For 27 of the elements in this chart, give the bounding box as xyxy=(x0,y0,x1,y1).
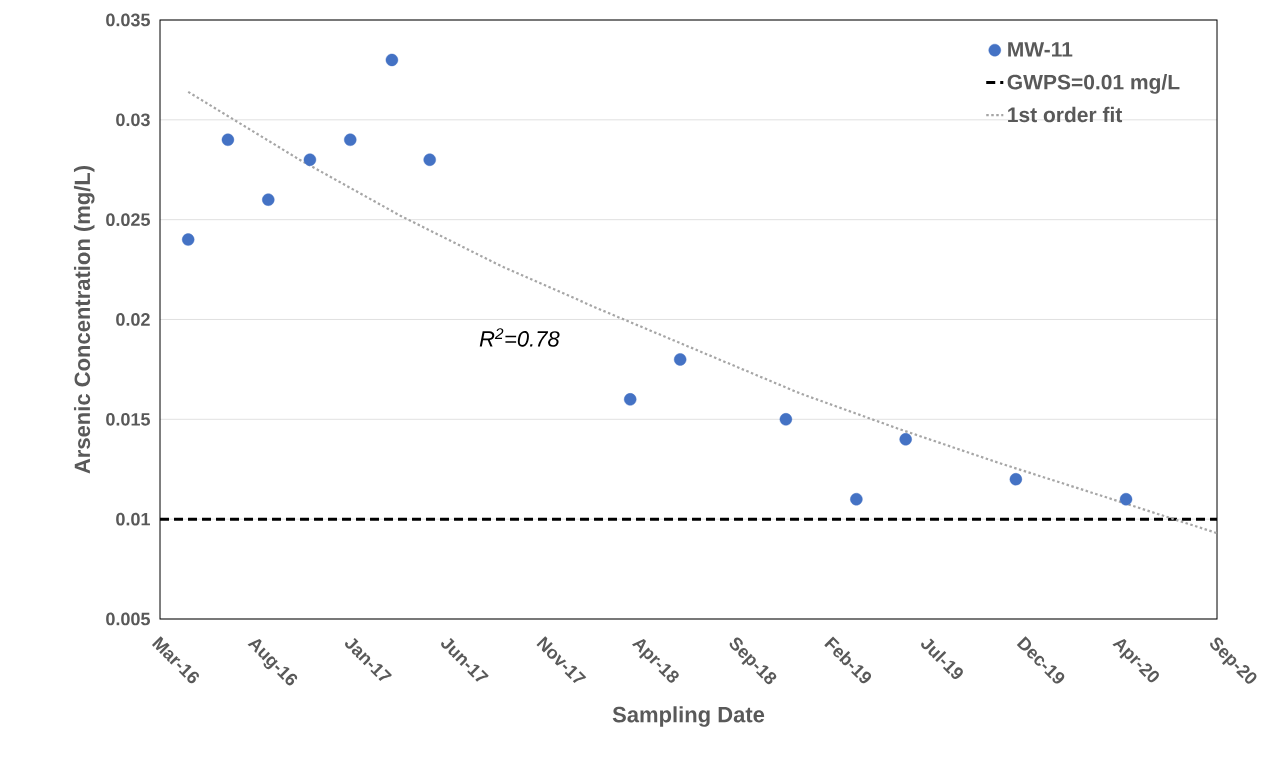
point xyxy=(899,433,912,446)
x-axis-title: Sampling Date xyxy=(612,706,765,727)
point xyxy=(1009,473,1023,486)
y-tick-label: 0.02 xyxy=(116,313,150,326)
annotation: R$^{2}$=0.78 xyxy=(479,328,560,347)
y-tick-label: 0.005 xyxy=(106,612,150,626)
y-tick-label: 0.01 xyxy=(116,512,150,526)
point xyxy=(423,153,436,166)
point xyxy=(344,133,357,146)
y-tick-label: 0.035 xyxy=(106,13,150,27)
point xyxy=(673,353,687,366)
y-tick-label: 0.03 xyxy=(116,113,150,127)
legend-label: GWPS=0.01 mg/L xyxy=(1007,74,1180,94)
point xyxy=(779,413,793,426)
legend-label: 1st order fit xyxy=(1008,106,1123,123)
point xyxy=(1119,492,1133,506)
y-tick-label: 0.025 xyxy=(106,213,150,227)
point xyxy=(182,233,195,246)
point xyxy=(303,153,317,166)
point xyxy=(850,492,863,506)
point xyxy=(624,393,637,406)
y-tick-label: 0.015 xyxy=(106,412,150,426)
y-axis-title: Arsenic Concentration (mg/L) xyxy=(73,165,95,474)
point xyxy=(221,133,235,146)
point xyxy=(262,193,275,206)
point xyxy=(385,53,399,67)
legend-label: MW-11 xyxy=(1008,42,1073,57)
